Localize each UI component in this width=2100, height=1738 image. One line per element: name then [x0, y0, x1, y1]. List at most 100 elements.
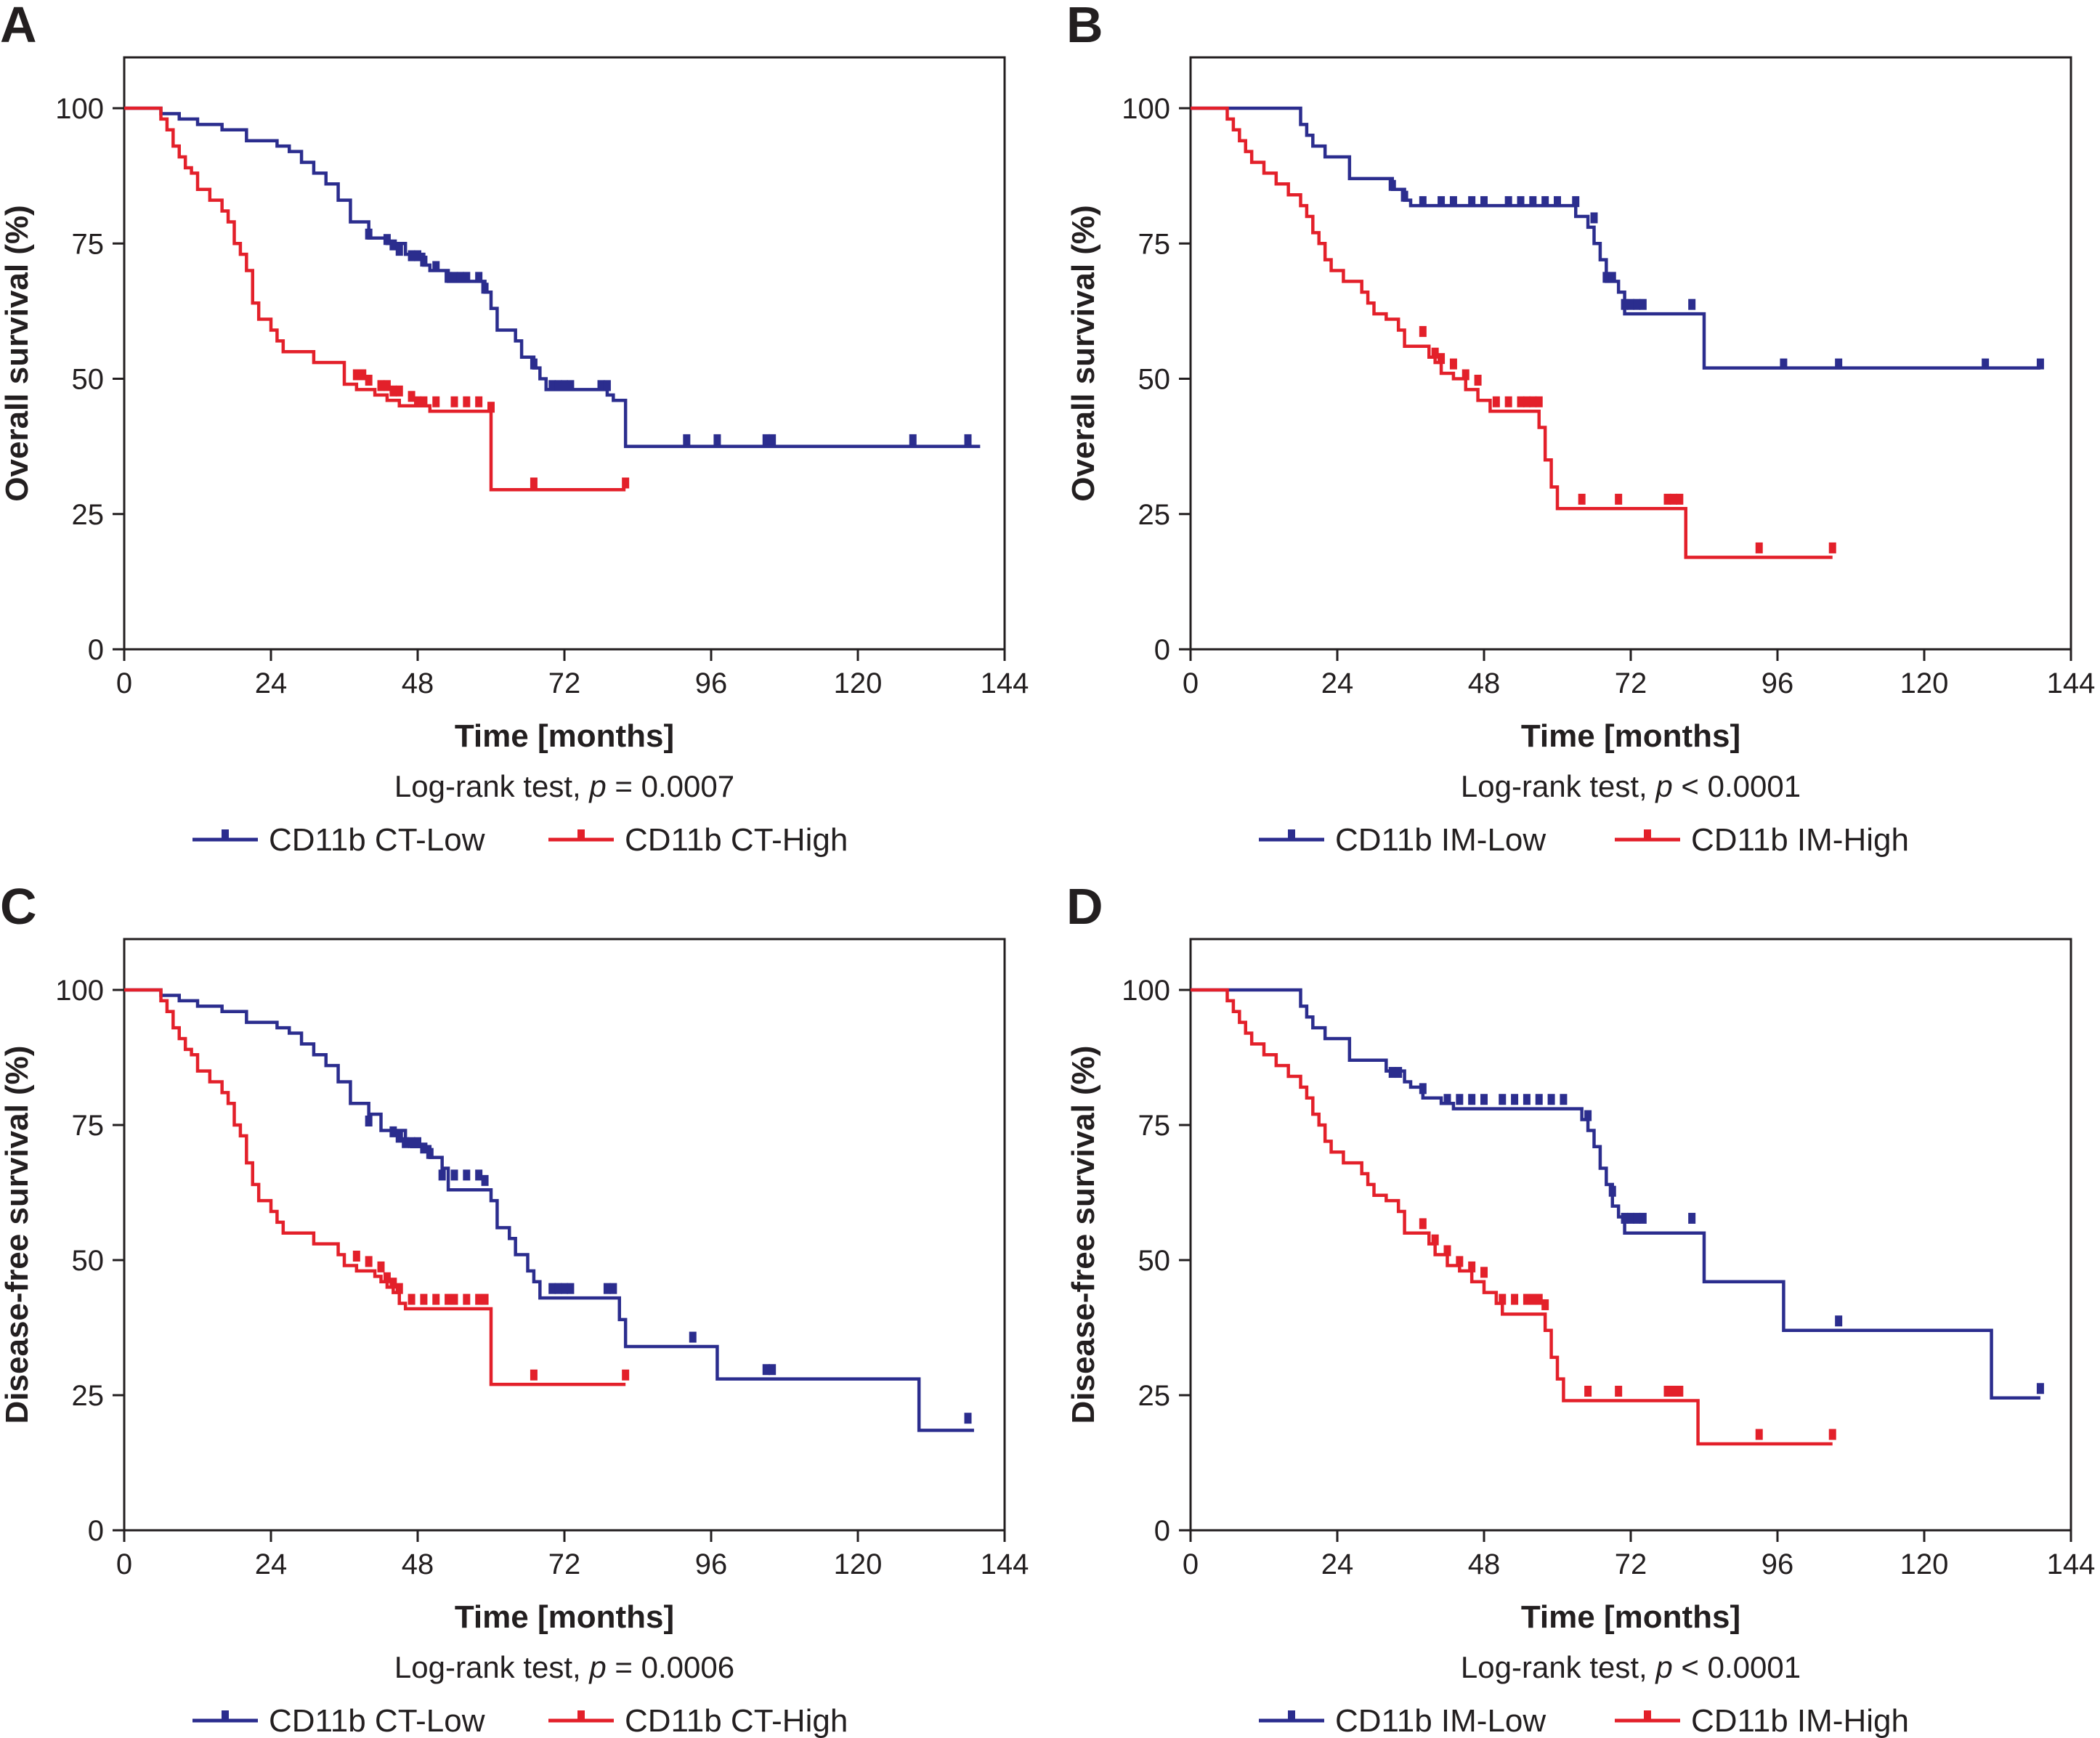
- stat-prefix: Log-rank test,: [1461, 769, 1655, 803]
- censor-mark: [1523, 1294, 1531, 1305]
- x-tick-label: 96: [695, 1548, 728, 1580]
- censor-mark: [554, 1283, 562, 1294]
- censor-mark: [395, 1132, 403, 1143]
- censor-mark: [1627, 299, 1634, 310]
- censor-mark: [450, 1169, 458, 1181]
- x-tick-label: 48: [1468, 667, 1501, 699]
- censor-mark: [1633, 1212, 1641, 1224]
- censor-mark: [414, 396, 421, 407]
- censor-mark: [2036, 1383, 2044, 1394]
- censor-mark: [408, 391, 415, 402]
- legend-item-low: CD11b IM-Low: [1259, 1703, 1546, 1738]
- x-tick-label: 72: [548, 667, 581, 699]
- censor-mark: [1572, 196, 1580, 208]
- y-tick-label: 100: [1122, 975, 1170, 1007]
- censor-mark: [1431, 1234, 1439, 1246]
- censor-mark: [450, 272, 458, 283]
- censor-mark: [450, 396, 458, 407]
- y-tick-label: 75: [1138, 1110, 1171, 1142]
- panel-c: C 0 24 48 72 96 120 144 0 25 50 75 100 Time [months] D…: [0, 878, 1029, 1738]
- series-high: [124, 106, 630, 492]
- legend-swatch-mark: [1644, 829, 1651, 841]
- legend-label: CD11b CT-Low: [269, 1703, 485, 1738]
- y-tick-label: 100: [1122, 93, 1170, 125]
- log-rank-result: Log-rank test, p < 0.0001: [1461, 1650, 1801, 1684]
- y-tick-label: 75: [1138, 228, 1171, 260]
- censor-mark: [1688, 1212, 1696, 1224]
- censor-mark: [1419, 1083, 1427, 1095]
- censor-mark: [1474, 374, 1482, 386]
- x-tick-label: 0: [1183, 667, 1199, 699]
- censor-mark: [365, 1116, 373, 1126]
- censor-mark: [769, 434, 777, 445]
- censor-mark: [1755, 1429, 1763, 1440]
- censor-mark: [713, 434, 721, 445]
- series-high: [124, 988, 630, 1386]
- x-tick-label: 48: [402, 1548, 434, 1580]
- censor-mark: [414, 1137, 421, 1148]
- series-low: [124, 106, 981, 448]
- stat-p: p: [1654, 1650, 1672, 1684]
- censor-mark: [554, 380, 562, 391]
- censor-mark: [1529, 1294, 1537, 1305]
- censor-mark: [1462, 369, 1469, 381]
- censor-mark: [383, 1272, 391, 1283]
- censor-mark: [1669, 1386, 1677, 1397]
- censor-mark: [402, 1137, 410, 1148]
- censor-mark: [1388, 1067, 1396, 1079]
- censor-mark: [408, 1137, 415, 1148]
- y-tick-label: 25: [1138, 1380, 1171, 1412]
- survival-curve: [124, 988, 626, 1386]
- x-tick-label: 120: [834, 1548, 883, 1580]
- censor-mark: [432, 261, 440, 272]
- censor-mark: [1608, 1185, 1616, 1197]
- panel-d: D 0 24 48 72 96 120 144 0 25 50 75 100 Time [months] D…: [1066, 878, 2095, 1738]
- censor-mark: [1511, 1094, 1519, 1105]
- panel-letter: D: [1066, 878, 1103, 935]
- censor-mark: [1633, 299, 1641, 310]
- censor-mark: [2036, 358, 2044, 370]
- censor-mark: [481, 283, 489, 294]
- censor-mark: [561, 380, 568, 391]
- series-high: [1191, 988, 1836, 1446]
- y-tick-label: 50: [1138, 1245, 1171, 1277]
- censor-mark: [1835, 1315, 1843, 1327]
- censor-mark: [1608, 272, 1616, 283]
- legend-swatch-mark: [1288, 1710, 1295, 1722]
- censor-mark: [377, 380, 385, 391]
- censor-mark: [1982, 358, 1990, 370]
- censor-mark: [352, 369, 360, 381]
- censor-mark: [548, 380, 556, 391]
- survival-curve: [1191, 106, 1833, 559]
- censor-mark: [408, 1294, 415, 1305]
- legend-swatch-mark: [222, 829, 229, 841]
- log-rank-result: Log-rank test, p = 0.0006: [394, 1650, 734, 1684]
- censor-mark: [1639, 299, 1647, 310]
- censor-mark: [1578, 493, 1586, 505]
- censor-mark: [475, 1294, 483, 1305]
- censor-mark: [463, 1169, 471, 1181]
- legend-swatch-mark: [1288, 829, 1295, 841]
- censor-mark: [1456, 1094, 1464, 1105]
- y-tick-label: 50: [1138, 364, 1171, 396]
- censor-mark: [377, 1261, 385, 1272]
- censor-mark: [1419, 196, 1427, 208]
- legend-label: CD11b CT-High: [625, 822, 848, 858]
- censor-mark: [463, 272, 471, 283]
- x-tick-label: 120: [1900, 1548, 1949, 1580]
- censor-mark: [1828, 1429, 1836, 1440]
- x-tick-label: 96: [1762, 1548, 1794, 1580]
- x-tick-label: 96: [1762, 667, 1794, 699]
- x-tick-label: 0: [116, 1548, 132, 1580]
- censor-mark: [1590, 212, 1598, 224]
- legend-item-high: CD11b CT-High: [548, 1703, 848, 1738]
- censor-mark: [1395, 1067, 1403, 1079]
- legend-swatch-mark: [577, 829, 585, 841]
- censor-mark: [395, 1283, 403, 1294]
- y-axis-title: Disease-free survival (%): [1066, 1046, 1101, 1424]
- censor-mark: [475, 396, 483, 407]
- censor-mark: [1492, 396, 1500, 407]
- survival-curve: [124, 106, 981, 448]
- censor-mark: [1835, 358, 1843, 370]
